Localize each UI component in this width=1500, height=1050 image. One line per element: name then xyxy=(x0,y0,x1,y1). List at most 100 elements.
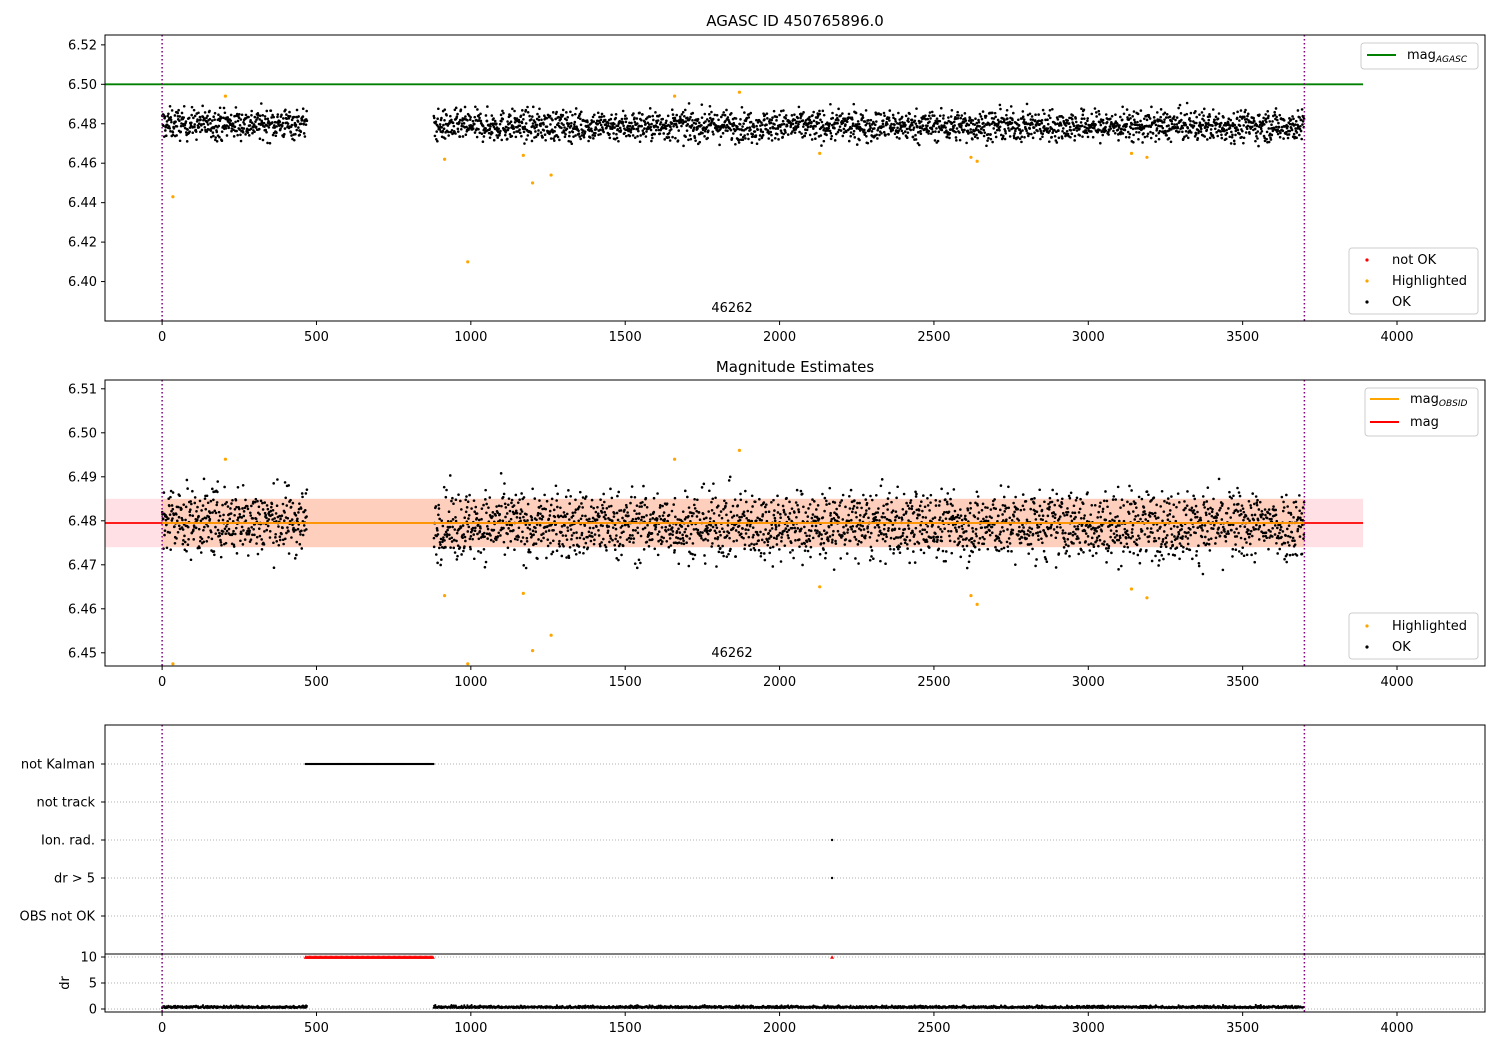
ok-point xyxy=(250,504,253,508)
ok-point xyxy=(170,504,174,507)
ok-point xyxy=(305,515,308,518)
ok-point xyxy=(298,133,301,137)
ok-point xyxy=(240,113,244,117)
ok-point xyxy=(895,496,898,500)
ok-point xyxy=(832,529,835,533)
ok-point xyxy=(206,114,209,118)
ok-point xyxy=(667,528,670,531)
ok-point xyxy=(301,533,305,537)
ok-point xyxy=(219,538,222,542)
ok-point xyxy=(730,111,733,115)
ok-point xyxy=(956,117,960,120)
ok-point xyxy=(734,529,738,532)
ok-point xyxy=(906,131,910,134)
ok-point xyxy=(169,495,172,499)
ok-point xyxy=(207,535,210,539)
ok-point xyxy=(257,527,261,530)
ok-point xyxy=(221,518,225,522)
ok-point xyxy=(261,501,264,505)
ok-point xyxy=(484,114,488,117)
ok-point xyxy=(526,111,530,114)
ok-point xyxy=(492,117,495,120)
ok-point xyxy=(616,518,620,522)
ok-point xyxy=(1174,118,1177,122)
ok-point xyxy=(259,499,263,503)
ok-point xyxy=(694,139,697,142)
ok-point xyxy=(857,539,861,543)
ok-point xyxy=(256,552,260,556)
ok-point xyxy=(568,518,571,521)
ok-point xyxy=(1142,117,1146,121)
ok-point xyxy=(185,549,188,553)
ok-point xyxy=(958,138,962,142)
ok-point xyxy=(1073,139,1076,142)
ok-point xyxy=(721,131,725,135)
ok-point xyxy=(857,562,860,565)
ok-point xyxy=(546,544,550,548)
ok-point xyxy=(722,530,726,534)
ok-point xyxy=(451,121,455,125)
ok-point xyxy=(690,123,694,127)
ok-point xyxy=(282,519,286,523)
ok-point xyxy=(901,507,905,511)
ok-point xyxy=(856,543,860,546)
ok-point xyxy=(759,530,762,534)
ok-point xyxy=(651,114,655,118)
ok-point xyxy=(765,123,768,127)
x-tick-label: 3500 xyxy=(1226,330,1259,345)
ok-point xyxy=(901,132,905,135)
ok-point xyxy=(651,136,654,140)
ok-point xyxy=(874,123,877,127)
ok-point xyxy=(190,502,193,506)
ok-point xyxy=(463,105,467,109)
ok-point xyxy=(208,109,211,113)
ok-point xyxy=(929,536,933,540)
ok-point xyxy=(567,122,571,125)
ok-point xyxy=(898,527,901,531)
ok-point xyxy=(920,532,924,536)
x-tick-label: 2000 xyxy=(763,330,796,345)
ok-point xyxy=(632,541,635,544)
ok-point xyxy=(508,132,512,136)
ok-point xyxy=(517,535,520,539)
ok-point xyxy=(507,503,510,507)
ok-point xyxy=(940,128,944,132)
ok-point xyxy=(842,131,846,134)
ok-point xyxy=(939,106,943,110)
ok-point xyxy=(497,531,501,535)
ok-point xyxy=(1131,127,1135,131)
ok-point xyxy=(491,511,495,514)
ok-point xyxy=(480,132,484,136)
ok-point xyxy=(761,130,765,134)
ok-point xyxy=(858,501,861,505)
ok-point xyxy=(534,135,538,139)
highlighted-point xyxy=(521,153,525,157)
ok-point xyxy=(837,118,840,122)
ok-point xyxy=(861,114,864,117)
ok-point xyxy=(898,545,901,549)
ok-point xyxy=(236,485,240,489)
ok-point xyxy=(489,125,492,128)
highlighted-point xyxy=(673,94,677,98)
ok-point xyxy=(1211,108,1215,111)
ok-point xyxy=(854,557,857,560)
ok-point xyxy=(178,494,181,498)
ok-point xyxy=(1294,119,1298,123)
ok-point xyxy=(830,541,834,544)
ok-point xyxy=(286,516,290,520)
ok-point xyxy=(512,127,516,130)
ok-point xyxy=(702,126,706,129)
ok-point xyxy=(1021,129,1024,132)
ok-point xyxy=(1032,126,1036,129)
ok-point xyxy=(653,547,657,551)
ok-point xyxy=(861,524,864,528)
ok-point xyxy=(1031,118,1035,121)
ok-point xyxy=(868,558,872,562)
ok-point xyxy=(690,514,694,518)
ok-point xyxy=(296,527,300,531)
ok-point xyxy=(1083,125,1086,129)
ok-point xyxy=(190,105,194,109)
ok-point xyxy=(193,496,197,499)
ok-point xyxy=(836,529,840,533)
ok-point xyxy=(735,514,739,517)
